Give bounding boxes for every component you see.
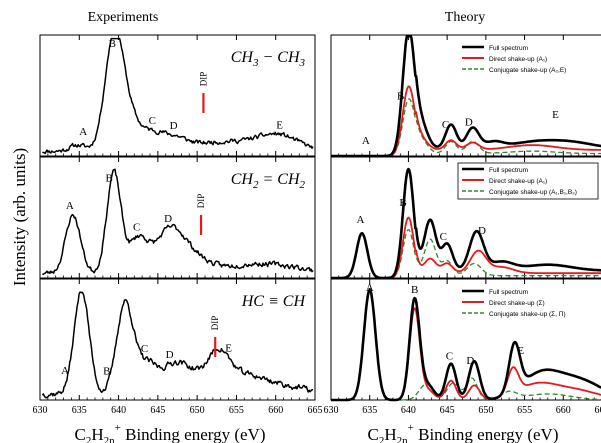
legend-label-direct: Direct shake-up (A₁) [489, 56, 547, 63]
molecule-label: CH2 = CH2 [231, 171, 306, 191]
peak-label-A: A [79, 126, 87, 138]
peak-label-C: C [149, 115, 156, 127]
x-tick-label: 660 [556, 405, 571, 416]
dip-label: DIP [196, 194, 206, 209]
peak-label-A: A [356, 214, 364, 226]
x-tick-label: 655 [517, 405, 532, 416]
x-tick-label: 640 [111, 405, 126, 416]
panel-frame [330, 278, 601, 401]
experiment-panel-2: CH2 = CH2 DIP A B C D [39, 156, 316, 279]
legend: Full spectrum Direct shake-up (A₁) Conjuga… [462, 45, 566, 74]
series-full [330, 167, 601, 280]
experiments-title: Experiments [88, 10, 159, 25]
x-axis-label-theory: C2H2n+ Binding energy (eV) [368, 422, 559, 443]
peak-label-D: D [465, 116, 473, 128]
molecule-label: CH3 − CH3 [231, 49, 306, 69]
panel-frame [330, 34, 601, 157]
dip-label: DIP [210, 316, 220, 331]
series-full [330, 34, 601, 158]
peak-label-E: E [517, 345, 524, 357]
peak-label-C: C [133, 221, 140, 233]
experiment-panel-1: CH3 − CH3 DIP A B C D E [39, 34, 316, 157]
series-conjugate [331, 228, 601, 279]
x-tick-label: 650 [190, 405, 205, 416]
panel-frame [39, 34, 316, 157]
panel-frame [39, 156, 316, 279]
experiment-panel-3: 630 635 640 645 650 655 660 665 HC ≡ CH DIP A B C D E [33, 278, 323, 416]
peak-label-A: A [362, 135, 370, 147]
x-tick-label: 630 [33, 405, 48, 416]
experimental-spectrum [41, 291, 314, 399]
experimental-spectrum [42, 37, 314, 155]
y-axis-label: Intensity (arb. units) [10, 148, 29, 286]
peak-label-B: B [411, 284, 418, 296]
x-tick-label: 645 [440, 405, 455, 416]
peak-label-E: E [276, 119, 283, 131]
peak-label-D: D [466, 355, 474, 367]
x-tick-label: 665 [595, 405, 601, 416]
peak-label-B: B [399, 197, 406, 209]
dip-label: DIP [198, 72, 208, 87]
legend-label-direct: Direct shake-up (Σ) [489, 300, 545, 307]
x-tick-label: 640 [401, 405, 416, 416]
panel-frame [330, 156, 601, 279]
peak-label-D: D [170, 120, 178, 132]
theory-panel-2: Full spectrum Direct shake-up (A₁) Conjuga… [330, 156, 601, 280]
legend-label-full: Full spectrum [489, 289, 528, 296]
peak-label-B: B [103, 366, 110, 378]
peak-label-C: C [440, 231, 447, 243]
legend-label-full: Full spectrum [489, 45, 528, 52]
legend-label-conj: Conjugate shake-up (A₂,E) [489, 67, 566, 74]
theory-panel-1: Full spectrum Direct shake-up (A₁) Conjuga… [330, 34, 601, 158]
x-axis-label-experiments: C2H2n+ Binding energy (eV) [75, 422, 266, 443]
x-tick-label: 635 [72, 405, 87, 416]
x-tick-label: 655 [229, 405, 244, 416]
theory-panel-3: 630 635 640 645 650 655 660 665 Full spectrum Dir… [324, 278, 601, 416]
legend-label-full: Full spectrum [489, 167, 528, 174]
peak-label-B: B [109, 38, 116, 50]
legend-label-conj: Conjugate shake-up (Σ, Π) [489, 311, 566, 318]
experimental-spectrum [42, 168, 314, 276]
legend: Full spectrum Direct shake-up (A₁) Conjuga… [457, 162, 599, 200]
peak-label-B: B [397, 91, 404, 103]
peak-label-A: A [61, 365, 69, 377]
panel-frame [39, 278, 316, 401]
peak-label-C: C [446, 350, 453, 362]
molecule-label: HC ≡ CH [241, 293, 307, 310]
x-tick-label: 635 [362, 405, 377, 416]
theory-title: Theory [445, 10, 485, 25]
peak-label-C: C [442, 119, 449, 131]
peak-label-E: E [225, 342, 232, 354]
series-full [330, 288, 601, 402]
x-tick-label: 630 [324, 405, 339, 416]
x-tick-label: 665 [308, 405, 323, 416]
peak-label-B: B [105, 173, 112, 185]
peak-label-D: D [166, 349, 174, 361]
peak-label-D: D [164, 213, 172, 225]
peak-label-A: A [366, 282, 374, 294]
x-tick-label: 650 [478, 405, 493, 416]
legend-label-conj: Conjugate shake-up (A₁,B₁,B₃) [489, 189, 577, 196]
x-tick-label: 660 [268, 405, 283, 416]
peak-label-C: C [141, 343, 148, 355]
peak-label-D: D [478, 225, 486, 237]
legend-label-direct: Direct shake-up (A₁) [489, 178, 547, 185]
peak-label-A: A [66, 200, 74, 212]
legend: Full spectrum Direct shake-up (Σ) Conjugat… [462, 289, 566, 318]
peak-label-E: E [552, 109, 559, 121]
x-tick-label: 645 [150, 405, 165, 416]
